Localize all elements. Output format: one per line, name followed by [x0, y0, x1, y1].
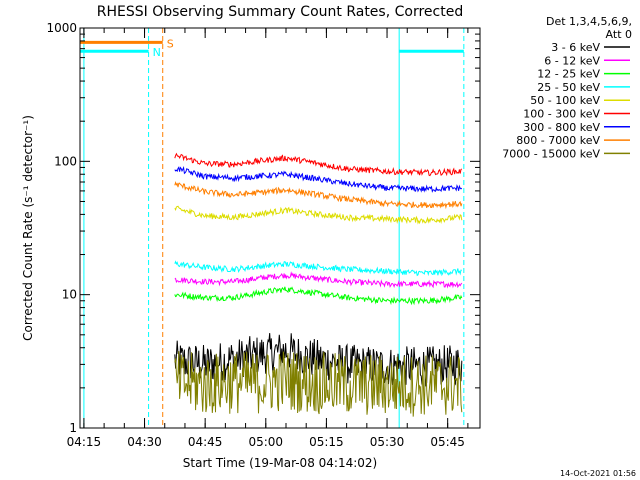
series-line-9 [174, 351, 463, 417]
series-line-5 [174, 205, 463, 225]
legend-label-1: 3 - 6 keV [551, 41, 600, 54]
x-tick-label: 04:45 [188, 435, 223, 449]
legend-header-line-1: Det 1,3,4,5,6,9, [546, 15, 632, 28]
series-line-3 [174, 286, 463, 306]
series-line-8 [174, 181, 463, 210]
plot-layer: SN [80, 28, 465, 428]
y-tick-label: 100 [54, 154, 77, 168]
x-tick-label: 05:15 [309, 435, 344, 449]
legend-label-9: 7000 - 15000 keV [502, 147, 600, 160]
series-line-2 [174, 271, 463, 289]
y-tick-label: 10 [62, 288, 77, 302]
y-tick-label: 1 [69, 421, 77, 435]
x-tick-label: 05:45 [430, 435, 465, 449]
legend-label-6: 100 - 300 keV [523, 108, 600, 121]
y-axis-label: Corrected Count Rate (s⁻¹ detector⁻¹) [21, 115, 35, 341]
flag-s-label: S [167, 37, 174, 50]
series-line-7 [174, 165, 463, 193]
x-tick-label: 04:15 [67, 435, 102, 449]
flag-n-label: N [153, 46, 161, 59]
legend-label-8: 800 - 7000 keV [516, 134, 600, 147]
x-tick-label: 05:00 [248, 435, 283, 449]
x-tick-label: 04:30 [127, 435, 162, 449]
legend-label-3: 12 - 25 keV [537, 68, 600, 81]
x-tick-label: 05:30 [370, 435, 405, 449]
axis-layer: 1 10 100 1000 04:15 04:30 04:45 05:00 05:15 05:30… [46, 21, 480, 449]
footer-timestamp: 14-Oct-2021 01:56 [560, 469, 636, 478]
series-line-4 [174, 260, 462, 277]
chart-title: RHESSI Observing Summary Count Rates, Co… [97, 4, 463, 20]
x-axis-label: Start Time (19-Mar-08 04:14:02) [183, 456, 377, 470]
legend-label-2: 6 - 12 keV [544, 54, 600, 67]
legend-label-5: 50 - 100 keV [530, 94, 600, 107]
y-tick-label: 1000 [46, 21, 77, 35]
legend-label-7: 300 - 800 keV [523, 121, 600, 134]
series-line-6 [174, 152, 463, 177]
legend-header-line-2: Att 0 [606, 28, 632, 41]
legend-label-4: 25 - 50 keV [537, 81, 600, 94]
series-line-1 [174, 333, 463, 387]
plot-frame [79, 27, 481, 429]
